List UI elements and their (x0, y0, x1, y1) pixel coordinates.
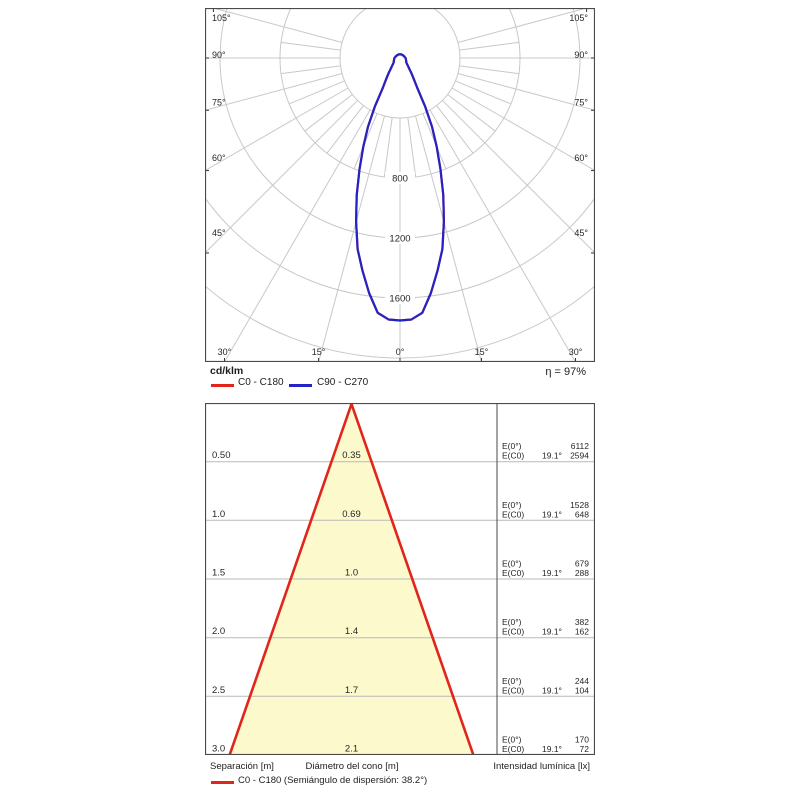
svg-text:104: 104 (575, 685, 589, 695)
svg-text:2.5: 2.5 (212, 685, 225, 696)
svg-text:E(C0): E(C0) (502, 627, 524, 637)
svg-text:2.0: 2.0 (212, 626, 225, 637)
svg-text:E(0°): E(0°) (502, 617, 522, 627)
svg-text:3.0: 3.0 (212, 744, 225, 755)
svg-text:E(0°): E(0°) (502, 735, 522, 745)
efficiency-label: η = 97% (545, 366, 586, 378)
svg-text:1.7: 1.7 (345, 685, 358, 696)
svg-text:75°: 75° (574, 98, 588, 108)
svg-text:0.50: 0.50 (212, 450, 231, 461)
svg-text:2594: 2594 (570, 451, 589, 461)
cone-legend-label: C0 - C180 (Semiángulo de dispersión: 38.… (238, 775, 428, 786)
svg-text:E(C0): E(C0) (502, 568, 524, 578)
svg-text:15°: 15° (475, 347, 489, 357)
svg-text:45°: 45° (574, 228, 588, 238)
svg-text:30°: 30° (218, 347, 232, 357)
svg-text:6112: 6112 (571, 441, 590, 451)
svg-text:105°: 105° (212, 13, 231, 23)
legend-swatch-c90-c270-icon (289, 384, 312, 387)
svg-text:1528: 1528 (570, 500, 589, 510)
svg-text:288: 288 (575, 568, 589, 578)
svg-text:60°: 60° (212, 153, 226, 163)
cone-legend-swatch-icon (211, 781, 234, 784)
svg-text:E(0°): E(0°) (502, 441, 522, 451)
svg-text:E(C0): E(C0) (502, 509, 524, 519)
beam-cone-chart: 0.50 0.35 E(0°) 6112 E(C0) 19.1° 2594 1.0 0.69 E(… (205, 403, 595, 755)
svg-text:105°: 105° (569, 13, 588, 23)
svg-text:19.1°: 19.1° (542, 627, 562, 637)
polar-units-label: cd/klm (210, 365, 244, 377)
svg-text:0.35: 0.35 (342, 450, 361, 461)
svg-text:170: 170 (575, 735, 589, 745)
legend-label-c0-c180: C0 - C180 (238, 377, 284, 388)
svg-text:E(C0): E(C0) (502, 744, 524, 754)
svg-text:1.0: 1.0 (345, 568, 358, 579)
column-header-luminous-intensity: Intensidad lumínica [lx] (493, 761, 590, 772)
svg-text:0.69: 0.69 (342, 509, 361, 520)
svg-text:1.4: 1.4 (345, 626, 358, 637)
svg-text:E(0°): E(0°) (502, 676, 522, 686)
svg-text:19.1°: 19.1° (542, 568, 562, 578)
svg-text:30°: 30° (569, 347, 583, 357)
polar-intensity-chart: 0° 15° 15° 30° 30° 45° 45° 60° 60° 75° 75° 90° 90° 10… (205, 8, 595, 362)
svg-text:382: 382 (575, 617, 589, 627)
column-header-cone-diameter: Diámetro del cono [m] (305, 761, 399, 772)
svg-text:19.1°: 19.1° (542, 744, 562, 754)
svg-text:15°: 15° (312, 347, 326, 357)
svg-text:1200: 1200 (389, 234, 410, 245)
svg-text:E(0°): E(0°) (502, 559, 522, 569)
svg-text:679: 679 (575, 559, 589, 569)
svg-text:E(0°): E(0°) (502, 500, 522, 510)
svg-text:E(C0): E(C0) (502, 685, 524, 695)
svg-text:90°: 90° (574, 50, 588, 60)
svg-text:800: 800 (392, 174, 408, 185)
svg-text:19.1°: 19.1° (542, 685, 562, 695)
svg-text:1.0: 1.0 (212, 509, 225, 520)
svg-text:19.1°: 19.1° (542, 451, 562, 461)
column-header-separation: Separación [m] (210, 761, 274, 772)
svg-text:60°: 60° (574, 153, 588, 163)
svg-text:2.1: 2.1 (345, 744, 358, 755)
svg-text:244: 244 (575, 676, 589, 686)
svg-text:19.1°: 19.1° (542, 509, 562, 519)
svg-text:90°: 90° (212, 50, 226, 60)
svg-text:72: 72 (580, 744, 590, 754)
svg-text:162: 162 (575, 627, 589, 637)
svg-text:1600: 1600 (389, 294, 410, 305)
svg-text:45°: 45° (212, 228, 226, 238)
svg-text:75°: 75° (212, 98, 226, 108)
polar-diagram-svg: 0° 15° 15° 30° 30° 45° 45° 60° 60° 75° 75° 90° 90° 10… (205, 8, 595, 362)
svg-text:1.5: 1.5 (212, 568, 225, 579)
svg-text:0°: 0° (396, 347, 405, 357)
beam-cone-svg: 0.50 0.35 E(0°) 6112 E(C0) 19.1° 2594 1.0 0.69 E(… (205, 403, 595, 755)
legend-swatch-c0-c180-icon (211, 384, 234, 387)
svg-text:648: 648 (575, 509, 589, 519)
svg-text:E(C0): E(C0) (502, 451, 524, 461)
legend-label-c90-c270: C90 - C270 (317, 377, 369, 388)
